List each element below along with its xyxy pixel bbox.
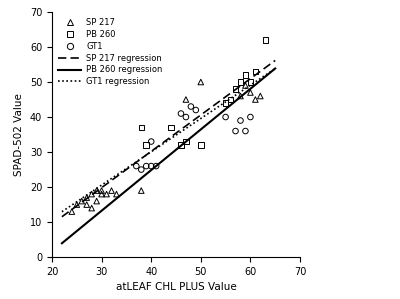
Point [133,164,140,168]
Point [222,101,229,106]
Point [183,97,189,102]
Point [98,192,105,196]
Point [247,80,254,84]
Point [84,202,90,207]
Point [188,104,194,109]
Point [168,125,174,130]
Point [242,73,249,77]
Point [148,164,154,168]
Point [237,94,244,98]
Point [262,38,268,42]
Point [178,111,184,116]
Point [143,164,150,168]
Point [242,129,249,133]
Point [252,97,258,102]
Point [252,69,258,74]
Point [237,118,244,123]
Point [74,202,80,207]
Point [84,195,90,200]
Point [78,199,85,204]
Point [183,139,189,144]
Point [232,129,239,133]
Point [138,188,144,193]
X-axis label: atLEAF CHL PLUS Value: atLEAF CHL PLUS Value [116,283,236,292]
Point [193,108,199,112]
Point [148,139,154,144]
Point [113,192,120,196]
Point [232,87,239,91]
Point [153,164,159,168]
Point [103,192,110,196]
Point [242,83,249,88]
Point [88,192,95,196]
Point [138,167,144,172]
Point [237,80,244,84]
Point [94,199,100,204]
Point [247,90,254,95]
Point [98,188,105,193]
Y-axis label: SPAD-502 Value: SPAD-502 Value [14,93,24,176]
Legend: SP 217, PB 260, GT1, SP 217 regression, PB 260 regression, GT1 regression: SP 217, PB 260, GT1, SP 217 regression, … [56,16,164,88]
Point [69,209,75,214]
Point [257,94,264,98]
Point [198,80,204,84]
Point [178,143,184,147]
Point [88,206,95,210]
Point [198,143,204,147]
Point [247,115,254,119]
Point [108,188,115,193]
Point [94,188,100,193]
Point [227,97,234,102]
Point [222,115,229,119]
Point [183,115,189,119]
Point [143,143,150,147]
Point [138,125,144,130]
